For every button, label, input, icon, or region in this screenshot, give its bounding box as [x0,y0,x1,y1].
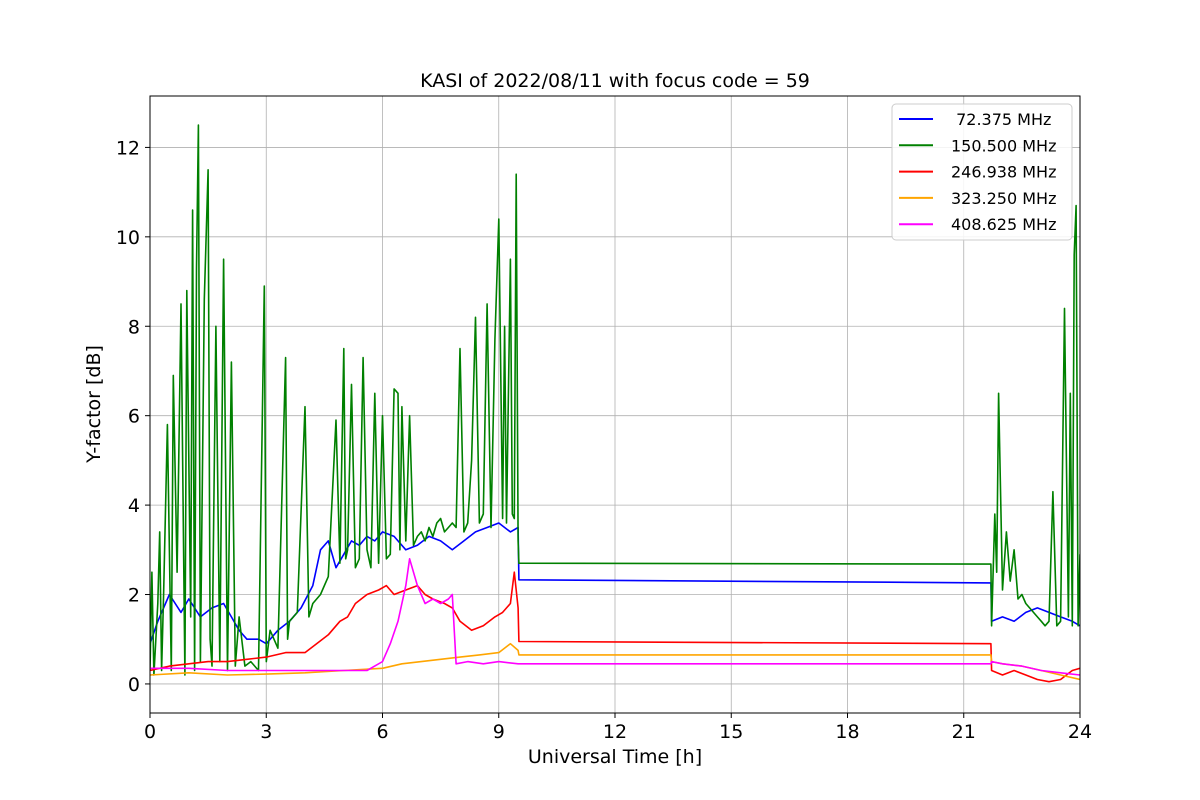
legend-label: 408.625 MHz [951,215,1056,234]
data-series [150,124,1080,683]
x-axis-ticks: 0 3 6 9 12 15 18 21 24 [144,713,1092,743]
x-tick-label: 3 [260,721,272,743]
y-tick-label: 4 [128,495,140,517]
series-line-408-625-mhz [150,557,1080,676]
y-tick-label: 8 [128,316,140,338]
y-axis-ticks: 0 2 4 6 8 10 12 [116,137,150,696]
x-tick-label: 12 [603,721,627,743]
chart-title: KASI of 2022/08/11 with focus code = 59 [420,70,810,92]
x-tick-label: 18 [835,721,859,743]
x-axis-label: Universal Time [h] [528,746,702,768]
legend-box [891,103,1073,241]
legend-label: 323.250 MHz [951,189,1056,208]
x-tick-label: 6 [376,721,388,743]
y-axis-label: Y-factor [dB] [83,345,105,464]
legend: 72.375 MHz 150.500 MHz 246.938 MHz 323.250 … [891,103,1073,241]
x-tick-label: 21 [952,721,976,743]
x-tick-label: 9 [493,721,505,743]
legend-label: 246.938 MHz [951,163,1056,182]
x-tick-label: 0 [144,721,156,743]
y-tick-label: 10 [116,227,140,249]
legend-label: 150.500 MHz [951,136,1056,155]
y-tick-label: 6 [128,406,140,428]
x-tick-label: 15 [719,721,743,743]
legend-label: 72.375 MHz [951,110,1051,129]
y-tick-label: 2 [128,585,140,607]
y-tick-label: 12 [116,137,140,159]
series-line-150-500-mhz [150,124,1080,676]
x-tick-label: 24 [1068,721,1092,743]
y-tick-label: 0 [128,674,140,696]
